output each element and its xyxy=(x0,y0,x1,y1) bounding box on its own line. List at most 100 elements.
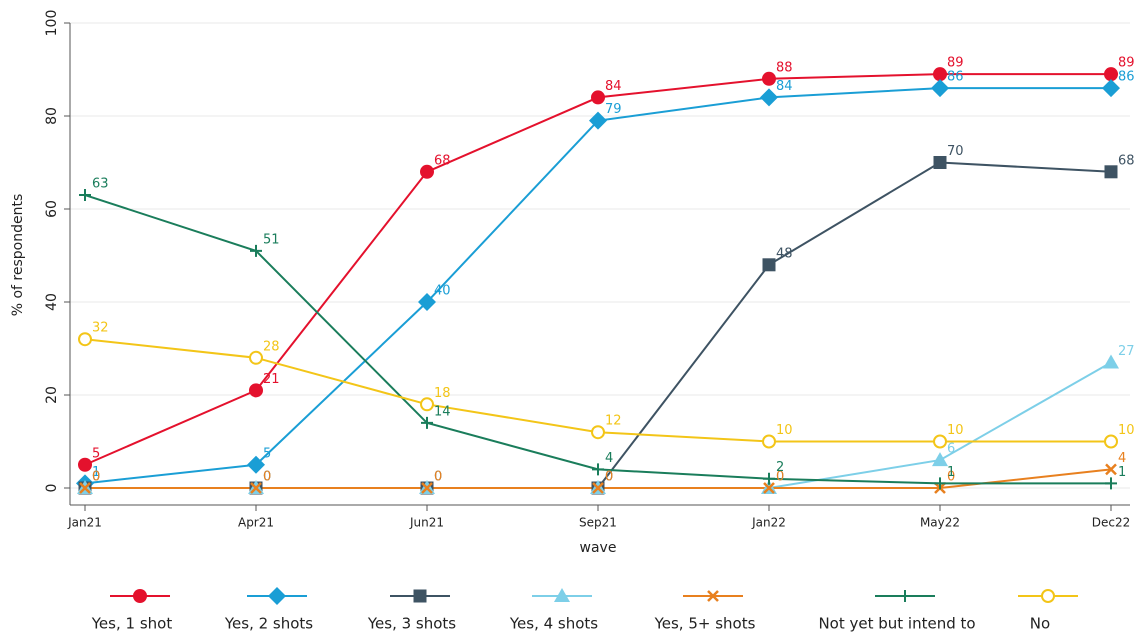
x-tick-label: Sep21 xyxy=(579,516,617,530)
legend-label: Yes, 1 shot xyxy=(91,615,173,633)
legend-marker xyxy=(1041,589,1055,603)
legend-label: Yes, 2 shots xyxy=(224,615,313,633)
data-label: 0 xyxy=(92,470,100,485)
data-label: 0 xyxy=(605,470,613,485)
data-point xyxy=(933,67,947,82)
series-line xyxy=(84,194,1111,485)
legend-label: No xyxy=(1030,615,1050,633)
legend-marker xyxy=(899,590,911,602)
data-label: 0 xyxy=(92,470,100,485)
data-point xyxy=(1105,463,1117,476)
data-point xyxy=(78,332,92,347)
data-label: 0 xyxy=(605,470,613,485)
data-label: 0 xyxy=(434,470,442,485)
data-label: 1 xyxy=(947,465,955,480)
data-point xyxy=(762,434,776,449)
x-tick-label: Dec22 xyxy=(1092,516,1131,530)
data-point xyxy=(934,477,946,490)
data-point xyxy=(1104,434,1118,449)
data-label: 0 xyxy=(434,470,442,485)
data-label: 40 xyxy=(434,284,451,299)
x-tick-label: Apr21 xyxy=(238,516,274,530)
data-point xyxy=(249,350,263,365)
data-label: 12 xyxy=(605,414,622,429)
legend-label: Yes, 4 shots xyxy=(509,615,598,633)
data-label: 0 xyxy=(92,470,100,485)
legend-marker xyxy=(554,588,570,602)
data-label: 10 xyxy=(776,423,793,438)
legend-marker xyxy=(413,589,427,603)
data-point xyxy=(79,189,91,202)
data-point xyxy=(1105,477,1117,490)
data-label: 51 xyxy=(263,232,280,247)
legend-marker xyxy=(133,589,147,603)
data-label: 28 xyxy=(263,339,280,354)
data-label: 0 xyxy=(263,470,271,485)
x-tick-label: Jan22 xyxy=(751,516,786,530)
y-tick-label: 40 xyxy=(44,293,60,311)
data-point xyxy=(763,472,775,485)
data-point xyxy=(421,482,433,494)
data-point xyxy=(762,71,776,86)
legend-marker xyxy=(707,590,719,602)
data-point xyxy=(1104,165,1118,179)
data-label: 1 xyxy=(1118,465,1126,480)
data-point xyxy=(589,111,607,130)
legend-label: Not yet but intend to xyxy=(818,615,975,633)
data-label: 18 xyxy=(434,386,451,401)
data-label: 0 xyxy=(263,470,271,485)
data-label: 10 xyxy=(947,423,964,438)
data-label: 5 xyxy=(92,446,100,461)
data-point xyxy=(250,244,262,257)
y-tick-label: 20 xyxy=(44,386,60,404)
data-point xyxy=(933,434,947,449)
data-label: 86 xyxy=(1118,70,1135,85)
y-tick-label: 60 xyxy=(44,200,60,218)
data-point xyxy=(1103,354,1119,369)
data-label: 6 xyxy=(947,442,955,457)
data-label: 89 xyxy=(1118,56,1135,71)
x-tick-label: Jun21 xyxy=(409,516,444,530)
legend-marker xyxy=(268,587,286,605)
legend-label: Yes, 5+ shots xyxy=(654,615,756,633)
data-label: 2 xyxy=(776,460,784,475)
data-point xyxy=(592,463,604,476)
data-point xyxy=(591,425,605,440)
data-label: 0 xyxy=(605,470,613,485)
data-point xyxy=(420,164,434,179)
data-point xyxy=(1104,67,1118,82)
y-tick-label: 80 xyxy=(44,107,60,125)
data-label: 0 xyxy=(263,470,271,485)
y-tick-label: 100 xyxy=(44,10,60,37)
data-point xyxy=(1102,79,1120,98)
data-label: 70 xyxy=(947,144,964,159)
x-axis-label: wave xyxy=(580,540,617,556)
data-label: 86 xyxy=(947,70,964,85)
data-label: 0 xyxy=(776,470,784,485)
data-point xyxy=(249,383,263,398)
data-label: 4 xyxy=(1118,451,1126,466)
data-point xyxy=(932,452,948,467)
data-label: 0 xyxy=(434,470,442,485)
data-point xyxy=(591,90,605,105)
data-label: 68 xyxy=(434,153,451,168)
data-label: 88 xyxy=(776,60,793,75)
data-label: 89 xyxy=(947,56,964,71)
data-point xyxy=(79,482,91,494)
data-label: 84 xyxy=(605,79,622,94)
y-tick-label: 0 xyxy=(44,484,60,493)
data-label: 27 xyxy=(1118,344,1135,359)
data-point xyxy=(763,482,775,494)
data-label: 10 xyxy=(1118,423,1135,438)
data-label: 0 xyxy=(947,470,955,485)
data-label: 14 xyxy=(434,404,451,419)
data-point xyxy=(420,397,434,412)
data-point xyxy=(78,457,92,472)
data-label: 79 xyxy=(605,102,622,117)
data-point xyxy=(762,258,776,272)
data-label: 21 xyxy=(263,372,280,387)
y-axis-label: % of respondents xyxy=(10,194,26,317)
data-label: 84 xyxy=(776,79,793,94)
data-point xyxy=(250,482,262,494)
legend-label: Yes, 3 shots xyxy=(367,615,456,633)
